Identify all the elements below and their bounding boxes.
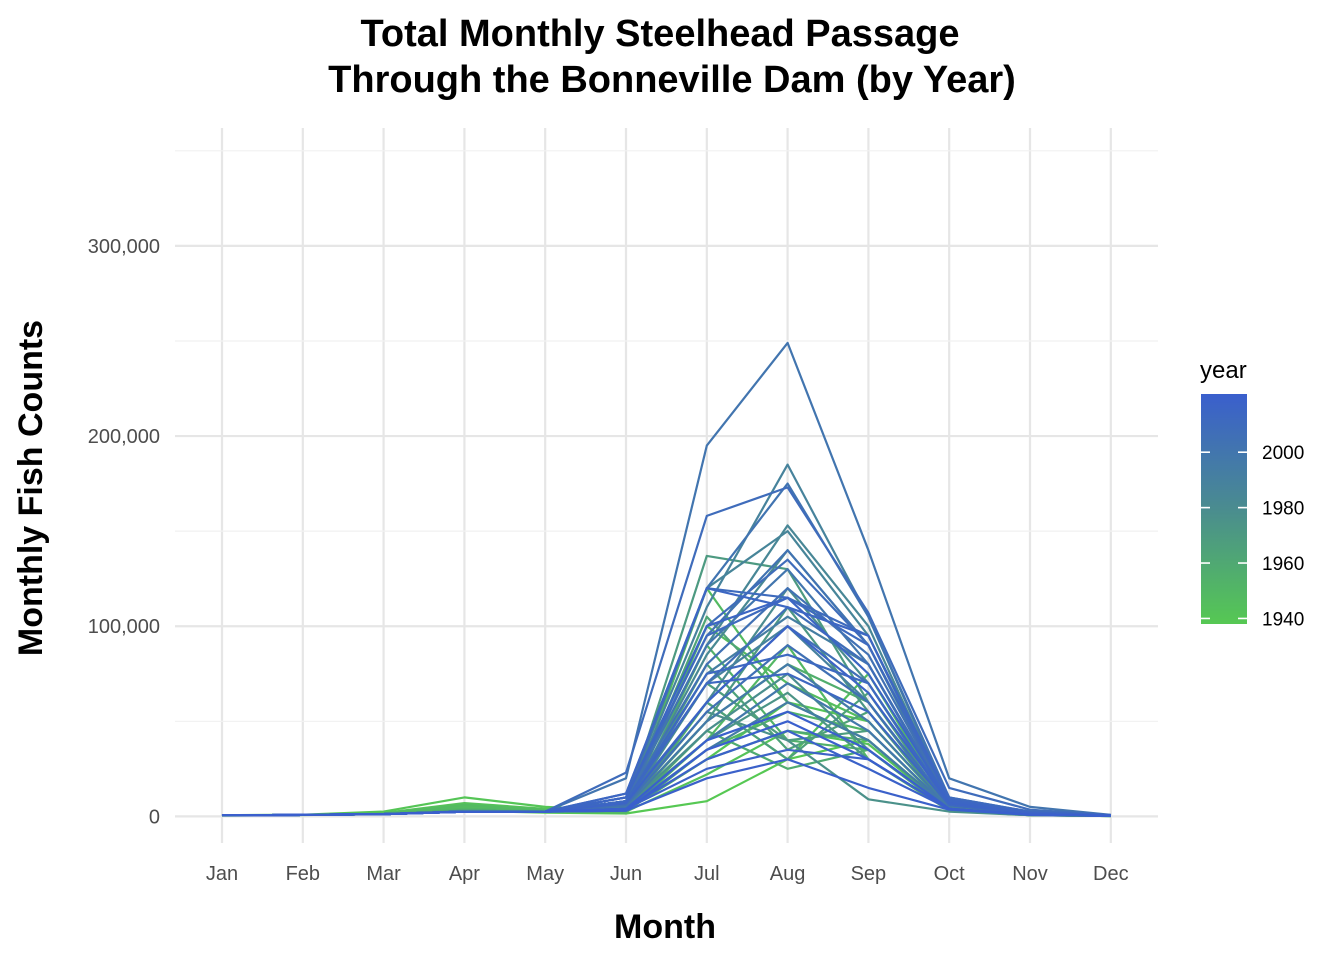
legend-colorbar <box>1201 394 1247 624</box>
x-tick-label: Oct <box>934 863 966 885</box>
x-tick-label: Jan <box>206 863 238 885</box>
legend-tick-label: 2000 <box>1262 443 1304 464</box>
legend-title: year <box>1200 357 1247 384</box>
legend: year 1940 1960 1980 2000 <box>1200 357 1304 630</box>
x-axis-title: Month <box>614 908 716 946</box>
x-tick-label: Aug <box>770 863 806 885</box>
y-tick-label: 0 <box>149 806 160 828</box>
y-axis-ticks: 0 100,000 200,000 300,000 <box>88 236 160 828</box>
y-tick-label: 300,000 <box>88 236 160 258</box>
legend-tick-label: 1960 <box>1262 554 1304 575</box>
y-axis-title: Monthly Fish Counts <box>12 320 50 656</box>
chart-title-line1: Total Monthly Steelhead Passage <box>360 13 959 55</box>
x-tick-label: Jun <box>610 863 642 885</box>
legend-tick-label: 1940 <box>1262 609 1304 630</box>
series-lines <box>222 343 1111 816</box>
x-tick-label: Dec <box>1093 863 1129 885</box>
x-tick-label: Sep <box>851 863 887 885</box>
x-tick-label: May <box>526 863 564 885</box>
y-tick-label: 100,000 <box>88 616 160 638</box>
legend-tick-label: 1980 <box>1262 499 1304 520</box>
x-tick-label: Feb <box>286 863 320 885</box>
x-tick-label: Apr <box>449 863 480 885</box>
y-tick-label: 200,000 <box>88 426 160 448</box>
x-tick-label: Mar <box>366 863 401 885</box>
x-tick-label: Nov <box>1012 863 1048 885</box>
x-axis-ticks: Jan Feb Mar Apr May Jun Jul Aug Sep Oct Nov Dec <box>206 863 1129 885</box>
chart-title-line2: Through the Bonneville Dam (by Year) <box>328 59 1016 101</box>
x-tick-label: Jul <box>694 863 720 885</box>
